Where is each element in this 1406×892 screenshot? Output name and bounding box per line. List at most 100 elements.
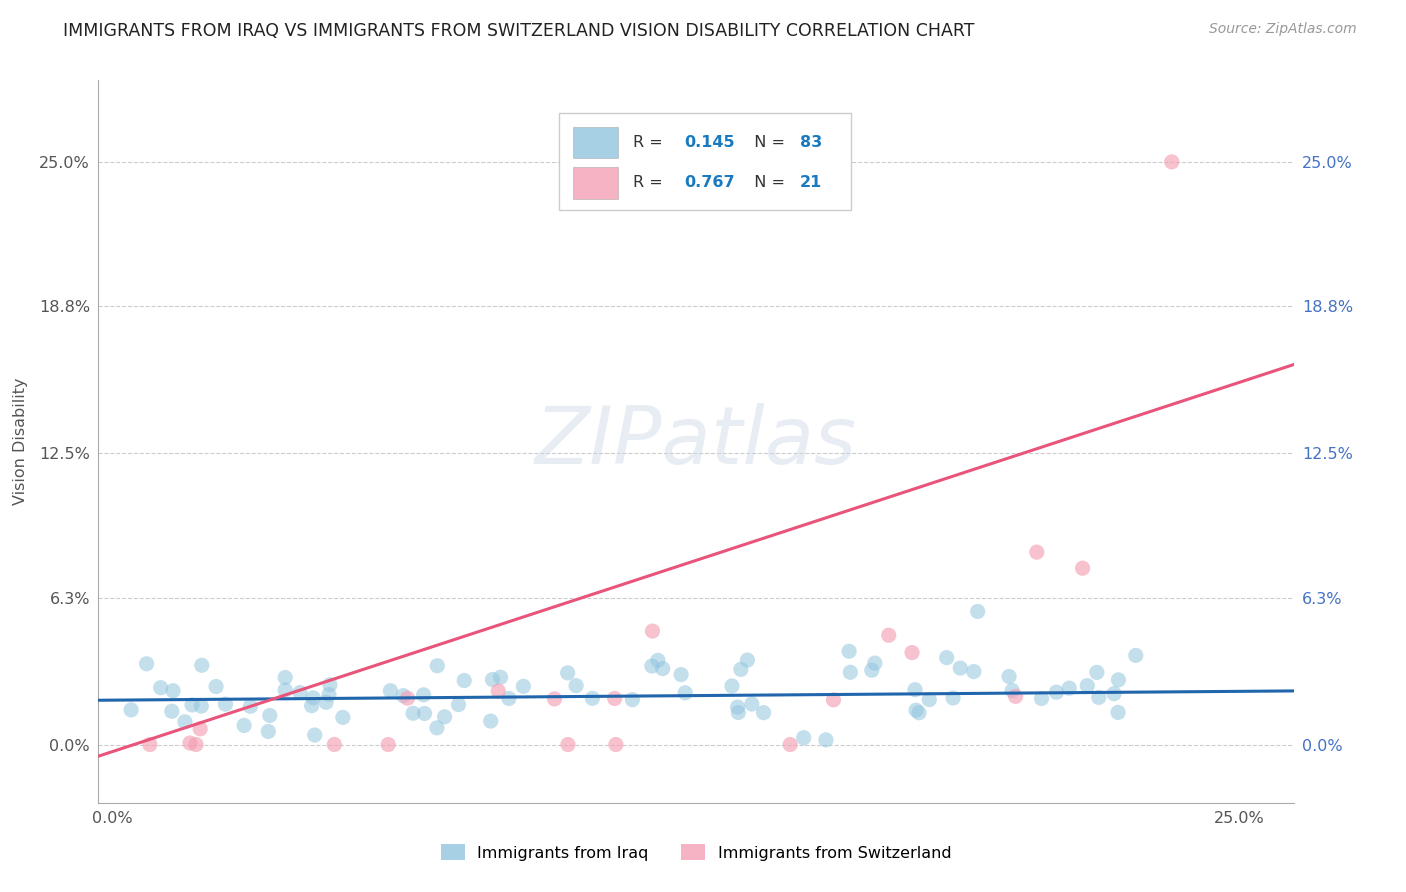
Point [860,663,883,677]
Point [557,665,579,680]
Point [512,679,534,693]
Point [259,708,281,723]
Point [1087,690,1109,705]
Point [205,680,228,694]
Point [641,659,664,673]
Point [315,695,337,709]
FancyBboxPatch shape [558,112,852,211]
Point [392,689,415,703]
Point [181,698,204,712]
Text: N =: N = [744,135,790,150]
Point [1107,673,1129,687]
Point [174,714,197,729]
Point [942,690,965,705]
Point [901,646,924,660]
Point [288,685,311,699]
Point [149,681,172,695]
Point [543,692,565,706]
Point [1071,561,1094,575]
Y-axis label: Vision Disability: Vision Disability [13,378,28,505]
Point [727,700,749,714]
Point [737,653,759,667]
Point [426,721,449,735]
Point [727,706,749,720]
Point [120,703,142,717]
Point [179,736,201,750]
Point [651,662,673,676]
Point [377,738,399,752]
Point [184,738,207,752]
Text: 0.767: 0.767 [685,176,735,190]
Point [1057,681,1080,695]
Point [413,706,436,721]
Point [319,678,342,692]
Text: R =: R = [633,176,668,190]
Point [332,710,354,724]
Point [1102,687,1125,701]
Point [603,691,626,706]
Point [779,738,801,752]
Point [1031,691,1053,706]
Text: 21: 21 [800,176,823,190]
Point [257,724,280,739]
Point [918,692,941,706]
Point [905,703,928,717]
Point [838,644,860,658]
Text: 0.145: 0.145 [685,135,735,150]
Point [214,697,236,711]
Point [191,658,214,673]
Point [1085,665,1108,680]
Point [949,661,972,675]
Point [1107,706,1129,720]
Text: 83: 83 [800,135,823,150]
Point [318,688,340,702]
Point [412,688,434,702]
Point [557,738,579,752]
Point [793,731,815,745]
Point [479,714,502,728]
Point [752,706,775,720]
Point [908,706,931,720]
Point [426,658,449,673]
Point [730,662,752,676]
Point [486,684,509,698]
Point [302,690,325,705]
Point [721,679,744,693]
Point [239,699,262,714]
Legend: Immigrants from Iraq, Immigrants from Switzerland: Immigrants from Iraq, Immigrants from Sw… [434,838,957,867]
Point [839,665,862,680]
Point [162,683,184,698]
Point [935,650,957,665]
Text: R =: R = [633,135,668,150]
Point [323,738,346,752]
Point [1004,690,1026,704]
Point [481,673,503,687]
Point [963,665,986,679]
Point [877,628,900,642]
Point [605,738,627,752]
Point [904,682,927,697]
Point [966,604,988,618]
Point [998,669,1021,683]
Point [453,673,475,688]
Point [1160,154,1182,169]
Point [139,738,162,752]
Point [301,698,323,713]
Point [233,718,256,732]
Point [190,699,212,714]
Point [1125,648,1147,663]
Point [647,653,669,667]
Point [402,706,425,721]
Point [565,679,588,693]
Point [823,693,845,707]
Text: ZIPatlas: ZIPatlas [534,402,858,481]
Point [1076,679,1098,693]
Text: Source: ZipAtlas.com: Source: ZipAtlas.com [1209,22,1357,37]
Point [396,691,419,706]
Point [380,683,402,698]
Point [304,728,326,742]
Point [669,667,692,681]
Point [814,732,837,747]
Point [741,697,763,711]
Point [274,682,297,697]
